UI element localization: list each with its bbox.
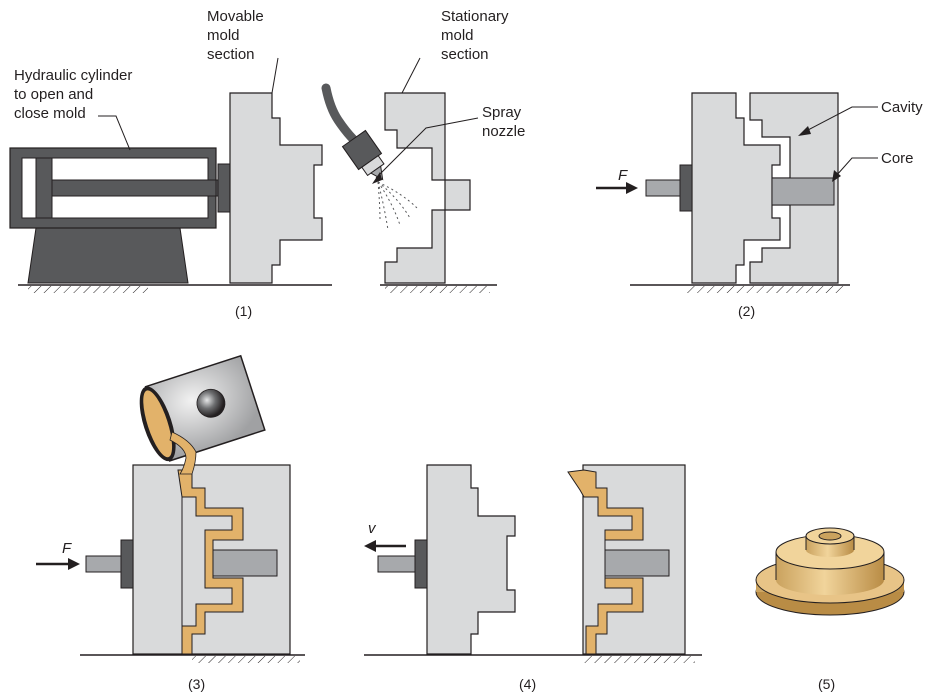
panel-5: (5) xyxy=(755,527,905,692)
movable-mold-section xyxy=(426,464,516,655)
platen xyxy=(414,539,428,589)
ground-hatch xyxy=(28,286,148,293)
spray-mist xyxy=(377,181,418,231)
cavity-leader xyxy=(807,106,878,131)
ground-hatch xyxy=(685,286,845,293)
hydraulic-label-line-3: close mold xyxy=(14,105,86,122)
stationary-leader xyxy=(401,57,421,94)
piston-rod xyxy=(377,555,416,573)
stationary-label-line-2: mold xyxy=(441,27,474,44)
piston xyxy=(35,157,53,219)
cavity-arrowhead xyxy=(798,126,811,136)
core xyxy=(604,549,670,577)
pouring-stream xyxy=(169,431,197,475)
platen xyxy=(217,163,231,213)
stationary-mold-section xyxy=(384,92,471,284)
ground-hatch xyxy=(192,656,300,663)
piston-rod xyxy=(51,179,217,197)
core-leader xyxy=(835,157,878,177)
movable-mold-section xyxy=(229,92,323,284)
hydraulic-label-line-2: to open and xyxy=(14,86,93,103)
platen xyxy=(679,164,693,212)
stationary-label-line-3: section xyxy=(441,46,489,63)
velocity-arrow-head xyxy=(364,540,376,552)
caption-5: (5) xyxy=(818,676,835,692)
ground-hatch xyxy=(583,656,695,663)
force-arrow-head xyxy=(626,182,638,194)
molten-metal-cavity xyxy=(177,469,244,655)
platen xyxy=(120,539,134,589)
solidified-casting xyxy=(567,469,644,655)
hydraulic-leader xyxy=(98,115,131,151)
movable-mold-section xyxy=(691,92,781,284)
caption-4: (4) xyxy=(519,676,536,692)
core-label: Core xyxy=(881,150,914,167)
core-arrowhead xyxy=(832,170,841,182)
stationary-label-line-1: Stationary xyxy=(441,8,509,25)
cavity-label: Cavity xyxy=(881,99,923,116)
panel-2: F Cavity Core (2) xyxy=(596,92,923,319)
movable-label-line-3: section xyxy=(207,46,255,63)
piston-rod xyxy=(85,555,122,573)
spray-hose xyxy=(321,83,359,145)
finished-part xyxy=(755,527,905,616)
movable-label-line-1: Movable xyxy=(207,8,264,25)
velocity-label: v xyxy=(368,520,377,537)
piston-rod xyxy=(645,179,681,197)
panel-1: Hydraulic cylinder to open and close mol… xyxy=(9,8,525,319)
panel-4: v (4) xyxy=(364,464,702,692)
spray-arrowhead xyxy=(372,172,382,184)
ground-hatch xyxy=(385,286,490,293)
core xyxy=(771,177,835,206)
caption-1: (1) xyxy=(235,303,252,319)
force-label: F xyxy=(618,167,628,184)
force-arrow-head xyxy=(68,558,80,570)
spray-leader xyxy=(375,117,479,179)
movable-leader xyxy=(271,57,279,94)
cylinder-base xyxy=(27,227,189,284)
spray-label-line-2: nozzle xyxy=(482,123,525,140)
caption-2: (2) xyxy=(738,303,755,319)
hydraulic-label-line-1: Hydraulic cylinder xyxy=(14,67,132,84)
ladle xyxy=(139,354,266,462)
force-label: F xyxy=(62,540,72,557)
panel-3: F (3) xyxy=(36,354,305,692)
spray-label-line-1: Spray xyxy=(482,104,522,121)
movable-label-line-2: mold xyxy=(207,27,240,44)
caption-3: (3) xyxy=(188,676,205,692)
core xyxy=(212,549,278,577)
